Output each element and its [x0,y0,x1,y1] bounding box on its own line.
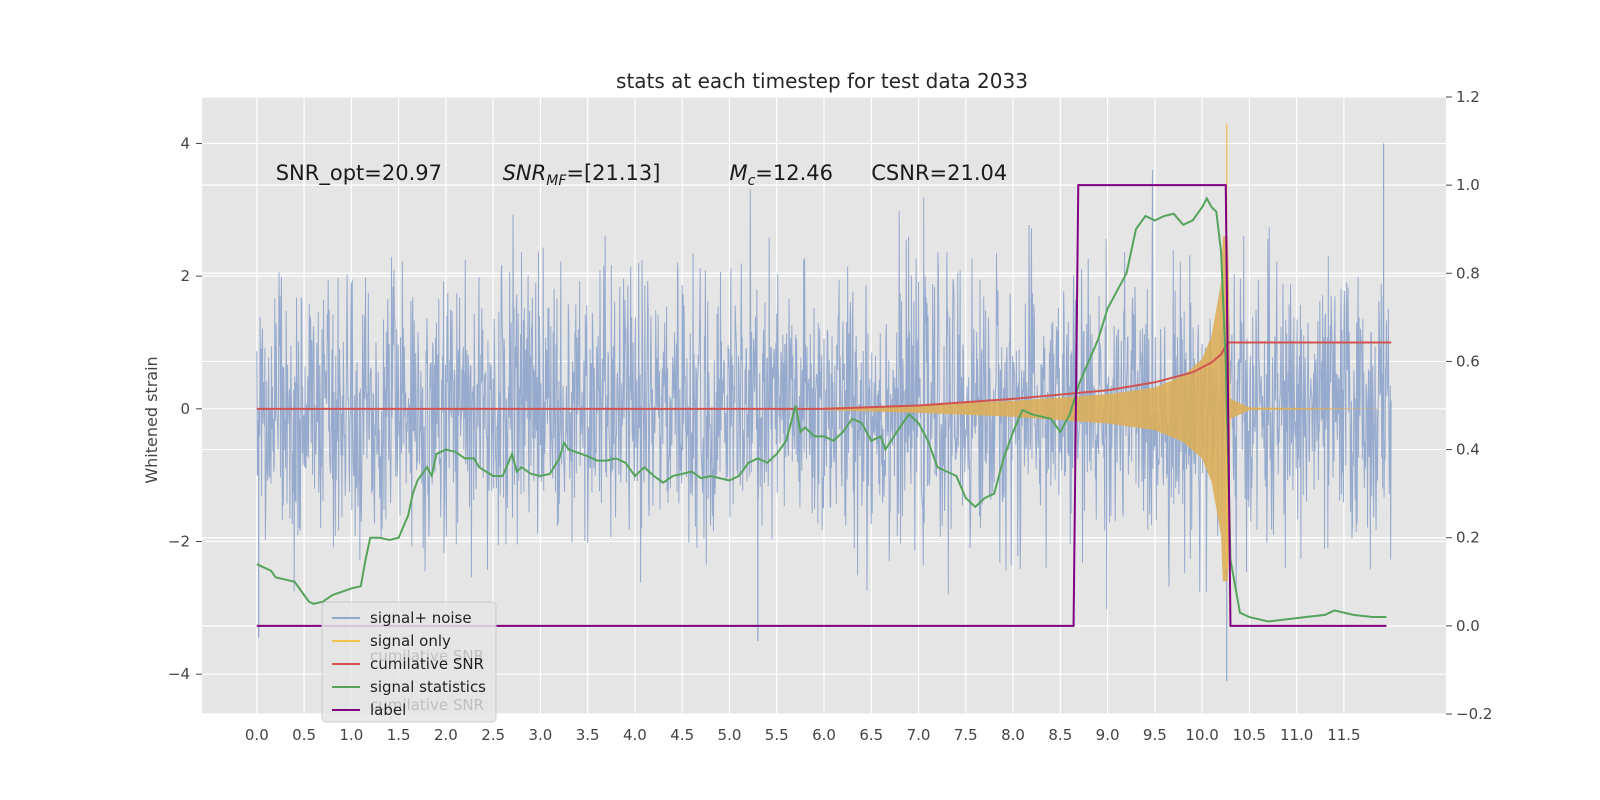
y-left-tick-label: 0 [180,400,190,418]
x-tick-label: 6.0 [812,726,836,744]
y-right-tick-label: 0.8 [1456,264,1480,282]
x-tick-label: 1.5 [387,726,411,744]
x-tick-label: 5.5 [765,726,789,744]
legend-ghost-text: cumilative SNR [370,647,484,665]
x-tick-label: 11.0 [1280,726,1313,744]
legend-box [321,601,497,723]
y-right-tick-label: −0.2 [1456,705,1492,723]
x-tick-label: 7.5 [954,726,978,744]
x-tick-label: 8.5 [1048,726,1072,744]
chart-title: stats at each timestep for test data 203… [616,69,1028,93]
legend-label: signal+ noise [370,609,472,627]
annotation-text: SNRMF=[21.13] [503,161,661,189]
y-left-tick-label: 4 [180,134,190,152]
y-axis-label-left: Whitened strain [142,356,161,483]
legend-ghost-text: cumilative SNR [370,696,484,714]
x-tick-label: 5.0 [718,726,742,744]
x-tick-label: 1.0 [339,726,363,744]
y-right-tick-label: 0.2 [1456,529,1480,547]
x-tick-label: 2.0 [434,726,458,744]
x-tick-label: 4.0 [623,726,647,744]
annotation-text: CSNR=21.04 [871,161,1007,185]
signal-only-envelope [824,236,1392,582]
x-tick-label: 9.0 [1096,726,1120,744]
x-tick-label: 9.5 [1143,726,1167,744]
signal-noise-line [256,169,1392,610]
x-tick-label: 11.5 [1327,726,1360,744]
x-tick-label: 3.5 [576,726,600,744]
annotation-text: Mc=12.46 [729,161,833,189]
y-left-tick-label: −4 [168,665,190,683]
x-tick-label: 10.5 [1233,726,1266,744]
annotation-text: SNR_opt=20.97 [276,161,442,186]
x-tick-label: 10.0 [1185,726,1218,744]
legend-label: signal statistics [370,678,486,696]
y-left-tick-label: −2 [168,533,190,551]
x-tick-label: 0.5 [292,726,316,744]
x-tick-label: 2.5 [481,726,505,744]
x-tick-label: 6.5 [859,726,883,744]
y-right-tick-label: 0.6 [1456,352,1480,370]
x-tick-label: 4.5 [670,726,694,744]
legend-label: cumilative SNR [370,655,484,673]
y-right-tick-label: 0.0 [1456,617,1480,635]
x-tick-label: 7.0 [907,726,931,744]
annotations: SNR_opt=20.97 SNRMF=[21.13] Mc=12.46 CSNR=2… [276,161,1008,189]
y-left-tick-label: 2 [180,267,190,285]
series-lines [256,184,1392,627]
x-tick-label: 3.0 [528,726,552,744]
x-tick-label: 8.0 [1001,726,1025,744]
series-line-signal-statistics [256,196,1387,623]
y-right-tick-label: 1.2 [1456,88,1480,106]
legend-label: signal only [370,632,451,650]
legend-label: label [370,701,406,719]
y-right-tick-label: 1.0 [1456,176,1480,194]
series-line-cumilative-snr [256,341,1392,410]
x-tick-label: 0.0 [245,726,269,744]
axis-ticks: 0.0 0.5 1.0 1.5 2.0 2.5 3.0 3.5 4.0 4.5 5.0 5.5 6.0 6… [168,88,1493,744]
series-line-label [256,184,1387,627]
y-right-tick-label: 0.4 [1456,441,1480,459]
